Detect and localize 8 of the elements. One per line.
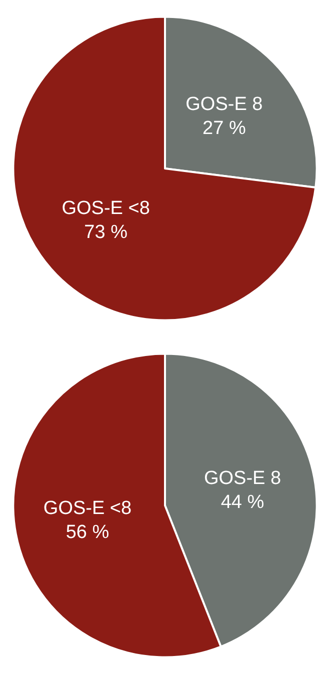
data-label: 27 % [202,118,246,139]
slice-label: GOS-E 8 [204,468,282,490]
data-label: 56 % [66,522,110,543]
slice-label: GOS-E 8 [186,94,263,115]
slice-label: GOS-E <8 [62,198,150,220]
data-label: 73 % [84,222,128,244]
data-label: 44 % [220,492,264,514]
slice-label: GOS-E <8 [43,498,132,519]
